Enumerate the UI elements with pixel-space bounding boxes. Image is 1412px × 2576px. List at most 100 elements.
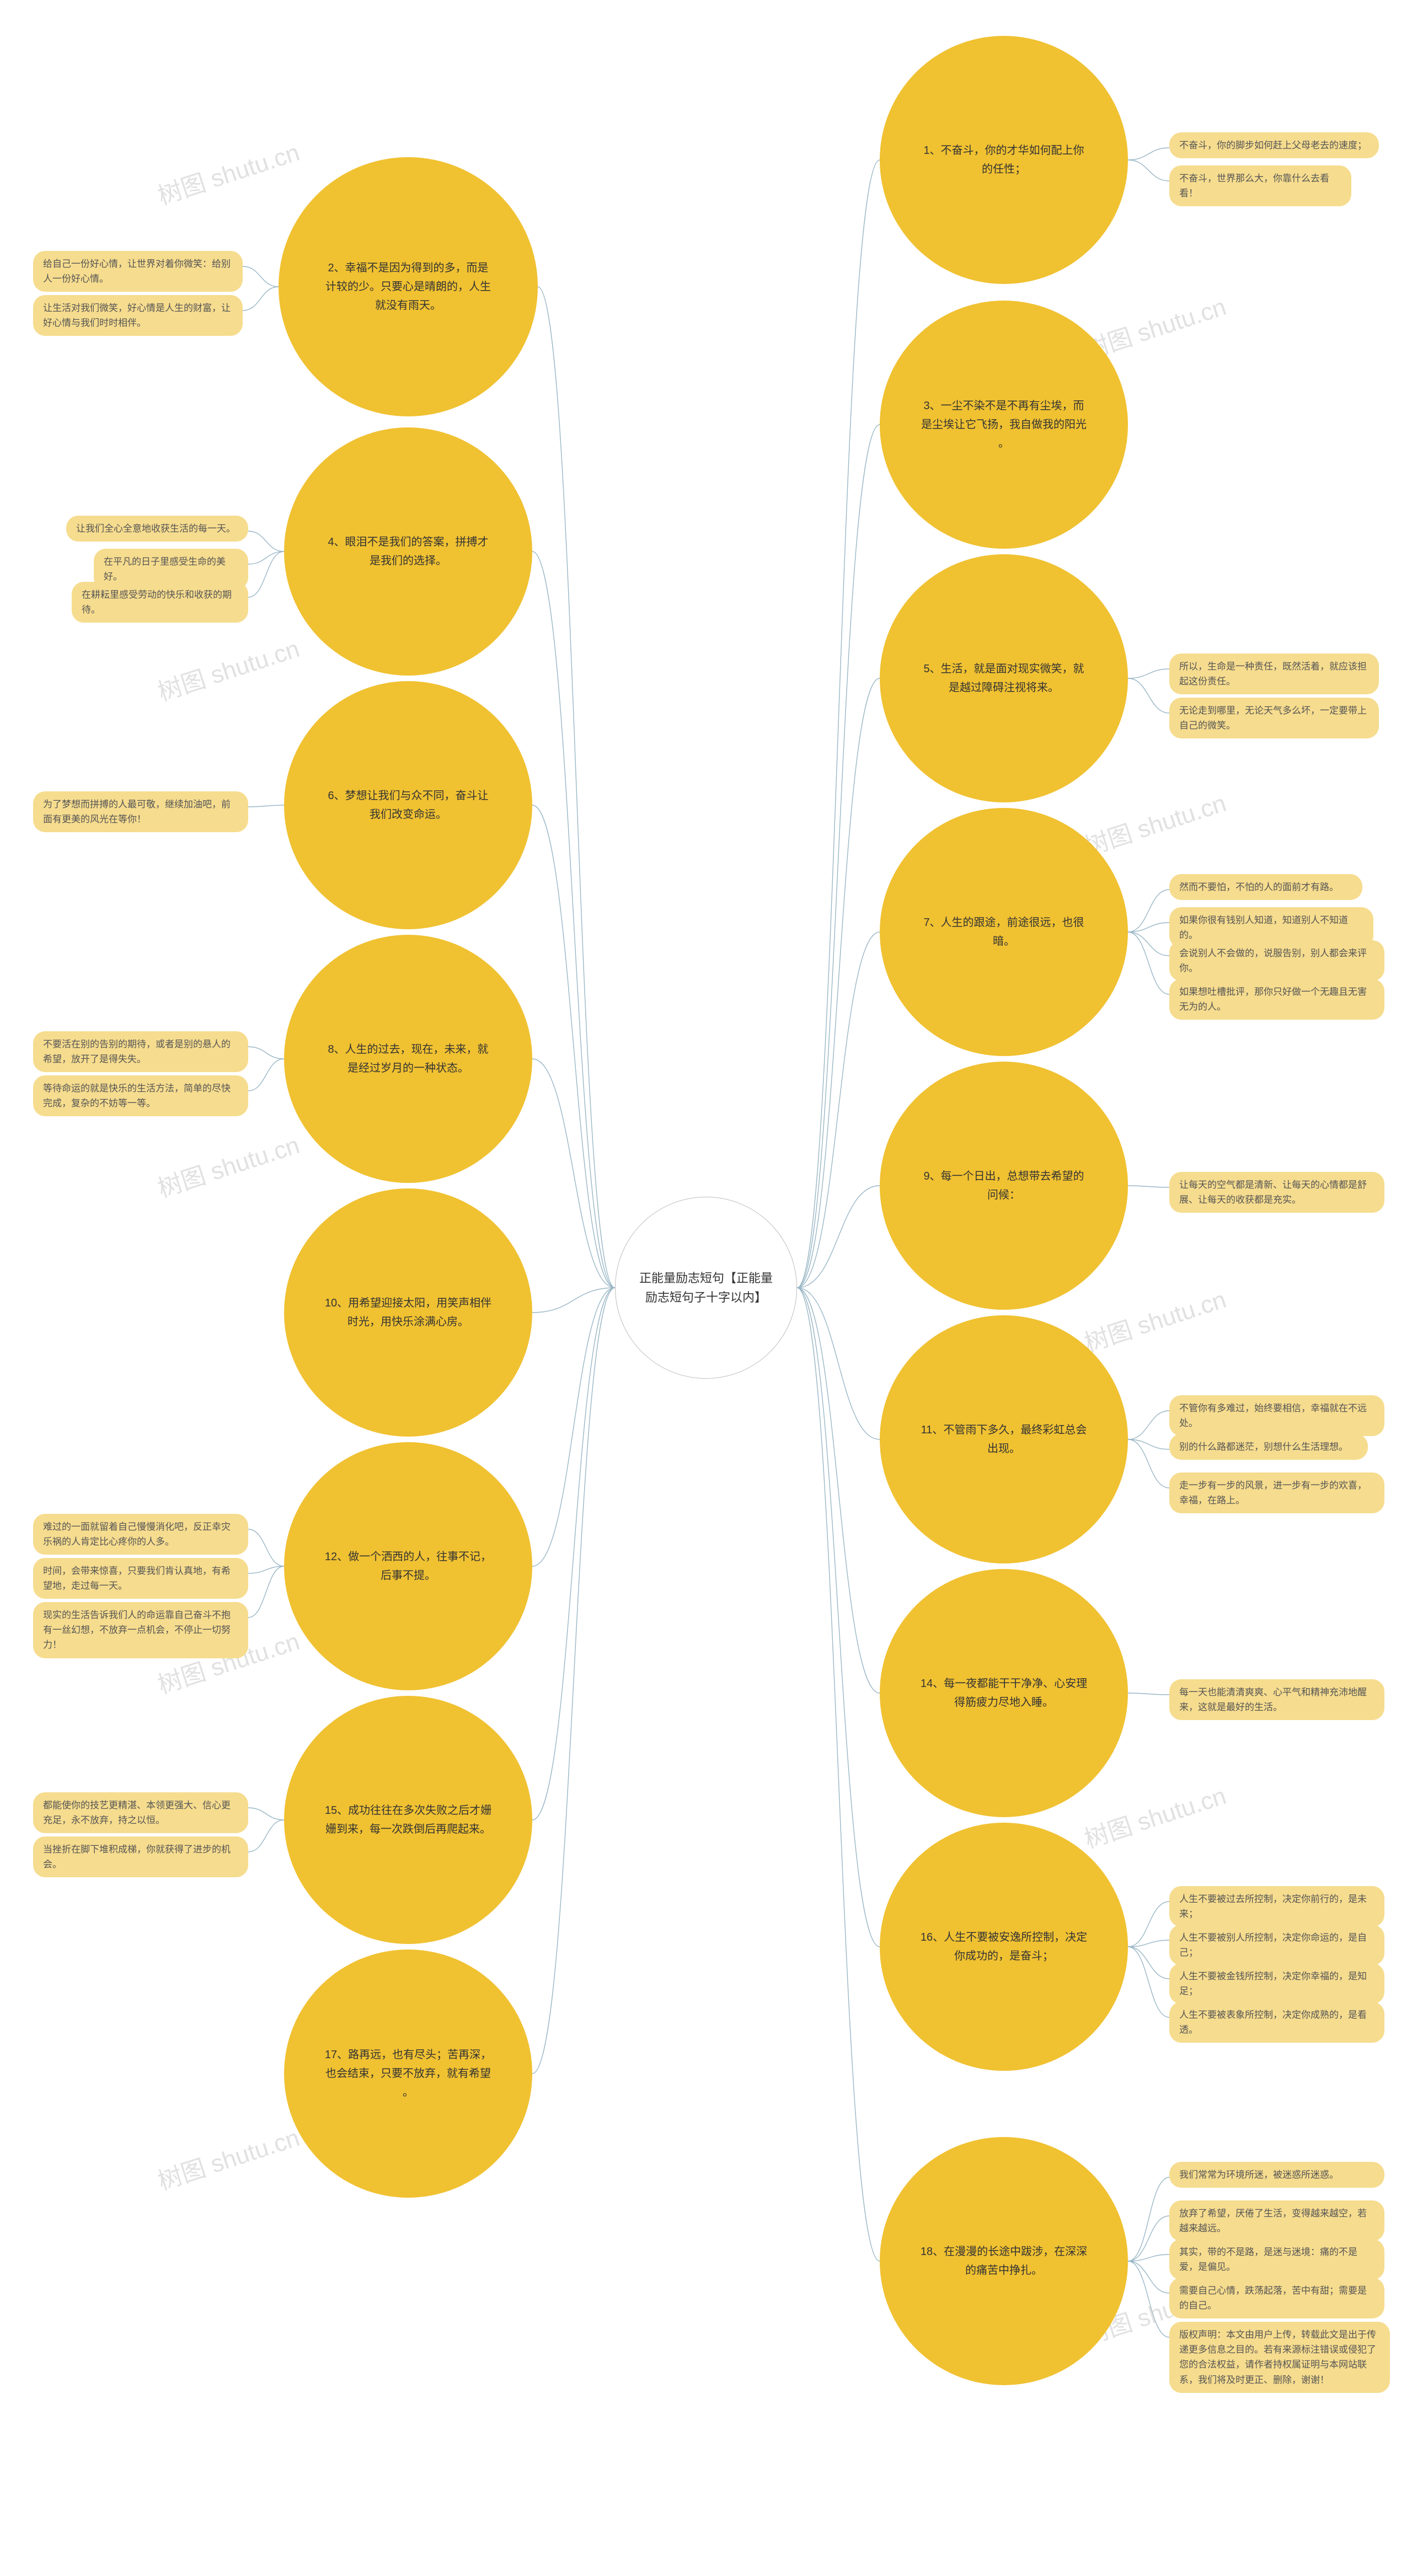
leaf-label: 不奋斗，你的脚步如何赶上父母老去的速度； [1179,138,1367,153]
leaf-node[interactable]: 其实，带的不是路，是迷与迷境：痛的不是爱，是偏见。 [1169,2239,1384,2280]
branch-node[interactable]: 16、人生不要被安逸所控制，决定你成功的，是奋斗； [880,1823,1128,2071]
leaf-node[interactable]: 时间，会带来惊喜，只要我们肯认真地，有希望地，走过每一天。 [33,1558,248,1599]
leaf-label: 每一天也能清清爽爽、心平气和精神充沛地醒来，这就是最好的生活。 [1179,1685,1374,1715]
leaf-label: 版权声明：本文由用户上传，转载此文是出于传递更多信息之目的。若有来源标注错误或侵… [1179,2327,1380,2387]
leaf-label: 人生不要被过去所控制，决定你前行的，是未来； [1179,1892,1374,1921]
branch-label: 8、人生的过去，现在，未来，就是经过岁月的一种状态。 [328,1040,488,1078]
leaf-node[interactable]: 走一步有一步的风景，进一步有一步的欢喜，幸福，在路上。 [1169,1472,1384,1513]
branch-node[interactable]: 9、每一个日出，总想带去希望的问候： [880,1062,1128,1310]
branch-node[interactable]: 11、不管雨下多久，最终彩虹总会出现。 [880,1315,1128,1563]
leaf-label: 时间，会带来惊喜，只要我们肯认真地，有希望地，走过每一天。 [43,1563,238,1593]
leaf-node[interactable]: 为了梦想而拼搏的人最可敬，继续加油吧，前面有更美的风光在等你！ [33,791,248,832]
leaf-label: 当挫折在脚下堆积成梯，你就获得了进步的机会。 [43,1842,238,1872]
leaf-node[interactable]: 别的什么路都迷茫，别想什么生活理想。 [1169,1434,1368,1460]
branch-node[interactable]: 17、路再远，也有尽头；苦再深，也会结束，只要不放弃，就有希望。 [284,1950,532,2198]
branch-label: 3、一尘不染不是不再有尘埃，而是尘埃让它飞扬，我自做我的阳光。 [921,397,1087,453]
leaf-node[interactable]: 等待命运的就是快乐的生活方法，简单的尽快完成，复杂的不妨等一等。 [33,1075,248,1116]
watermark: 树图 shutu.cn [1079,783,1230,862]
leaf-label: 让每天的空气都是清新、让每天的心情都是舒展、让每天的收获都是充实。 [1179,1177,1374,1207]
branch-label: 1、不奋斗，你的才华如何配上你的任性； [923,141,1084,179]
leaf-label: 让我们全心全意地收获生活的每一天。 [76,521,236,536]
leaf-label: 需要自己心情，跌荡起落，苦中有甜；需要是的自己。 [1179,2283,1374,2313]
branch-node[interactable]: 5、生活，就是面对现实微笑，就是越过障碍注视将来。 [880,554,1128,802]
branch-node[interactable]: 2、幸福不是因为得到的多，而是计较的少。只要心是晴朗的，人生就没有雨天。 [279,157,538,416]
leaf-label: 难过的一面就留着自己慢慢消化吧，反正幸灾乐祸的人肯定比心疼你的人多。 [43,1519,238,1549]
leaf-node[interactable]: 不管你有多难过，始终要相信，幸福就在不远处。 [1169,1395,1384,1436]
leaf-node[interactable]: 不要活在别的告别的期待，或者是别的悬人的希望，放开了是得失失。 [33,1031,248,1072]
branch-node[interactable]: 6、梦想让我们与众不同，奋斗让我们改变命运。 [284,681,532,929]
leaf-label: 然而不要怕，不怕的人的面前才有路。 [1179,880,1339,895]
leaf-node[interactable]: 每一天也能清清爽爽、心平气和精神充沛地醒来，这就是最好的生活。 [1169,1679,1384,1720]
leaf-label: 走一步有一步的风景，进一步有一步的欢喜，幸福，在路上。 [1179,1478,1374,1508]
leaf-label: 如果你很有钱别人知道，知道别人不知道的。 [1179,913,1363,942]
branch-label: 16、人生不要被安逸所控制，决定你成功的，是奋斗； [921,1928,1087,1966]
leaf-label: 不奋斗，世界那么大，你靠什么去看看！ [1179,171,1341,201]
branch-label: 2、幸福不是因为得到的多，而是计较的少。只要心是晴朗的，人生就没有雨天。 [325,259,491,315]
leaf-label: 其实，带的不是路，是迷与迷境：痛的不是爱，是偏见。 [1179,2245,1374,2274]
leaf-node[interactable]: 不奋斗，你的脚步如何赶上父母老去的速度； [1169,132,1379,158]
leaf-node[interactable]: 难过的一面就留着自己慢慢消化吧，反正幸灾乐祸的人肯定比心疼你的人多。 [33,1514,248,1555]
leaf-label: 人生不要被别人所控制，决定你命运的，是自己； [1179,1930,1374,1960]
leaf-node[interactable]: 让每天的空气都是清新、让每天的心情都是舒展、让每天的收获都是充实。 [1169,1172,1384,1213]
branch-label: 12、做一个洒西的人，往事不记，后事不提。 [325,1547,491,1585]
leaf-node[interactable]: 当挫折在脚下堆积成梯，你就获得了进步的机会。 [33,1836,248,1877]
branch-node[interactable]: 1、不奋斗，你的才华如何配上你的任性； [880,36,1128,284]
leaf-node[interactable]: 无论走到哪里，无论天气多么坏，一定要带上自己的微笑。 [1169,698,1379,738]
leaf-label: 所以，生命是一种责任，既然活着，就应该担起这份责任。 [1179,659,1369,689]
watermark: 树图 shutu.cn [153,1125,303,1204]
branch-node[interactable]: 14、每一夜都能干干净净、心安理得筋疲力尽地入睡。 [880,1569,1128,1817]
leaf-node[interactable]: 如果想吐槽批评，那你只好做一个无趣且无害无为的人。 [1169,979,1384,1020]
leaf-node[interactable]: 会说别人不会做的，说服告别，别人都会来评你。 [1169,940,1384,981]
leaf-label: 如果想吐槽批评，那你只好做一个无趣且无害无为的人。 [1179,984,1374,1014]
branch-label: 6、梦想让我们与众不同，奋斗让我们改变命运。 [328,786,488,824]
branch-label: 18、在漫漫的长途中跋涉，在深深的痛苦中挣扎。 [921,2242,1087,2280]
leaf-label: 现实的生活告诉我们人的命运靠自己奋斗不抱有一丝幻想，不放弃一点机会，不停止一切努… [43,1608,238,1653]
leaf-label: 会说别人不会做的，说服告别，别人都会来评你。 [1179,946,1374,976]
watermark: 树图 shutu.cn [153,629,303,708]
leaf-node[interactable]: 我们常常为环境所迷，被迷惑所迷惑。 [1169,2162,1384,2188]
leaf-label: 让生活对我们微笑，好心情是人生的财富，让好心情与我们时时相伴。 [43,301,233,330]
branch-node[interactable]: 3、一尘不染不是不再有尘埃，而是尘埃让它飞扬，我自做我的阳光。 [880,301,1128,549]
branch-label: 4、眼泪不是我们的答案，拼搏才是我们的选择。 [328,533,488,570]
leaf-label: 放弃了希望，厌倦了生活，变得越来越空，若越来越远。 [1179,2206,1374,2236]
branch-node[interactable]: 12、做一个洒西的人，往事不记，后事不提。 [284,1442,532,1690]
leaf-node[interactable]: 人生不要被别人所控制，决定你命运的，是自己； [1169,1925,1384,1966]
leaf-label: 不要活在别的告别的期待，或者是别的悬人的希望，放开了是得失失。 [43,1037,238,1067]
leaf-node[interactable]: 现实的生活告诉我们人的命运靠自己奋斗不抱有一丝幻想，不放弃一点机会，不停止一切努… [33,1602,248,1658]
branch-node[interactable]: 7、人生的跟途，前途很远，也很暗。 [880,808,1128,1056]
center-node[interactable]: 正能量励志短句【正能量励志短句子十字以内】 [615,1197,797,1379]
leaf-node[interactable]: 人生不要被过去所控制，决定你前行的，是未来； [1169,1886,1384,1927]
branch-label: 14、每一夜都能干干净净、心安理得筋疲力尽地入睡。 [921,1674,1087,1712]
branch-label: 9、每一个日出，总想带去希望的问候： [923,1167,1084,1204]
leaf-label: 不管你有多难过，始终要相信，幸福就在不远处。 [1179,1401,1374,1431]
branch-node[interactable]: 15、成功往往在多次失败之后才姗姗到来，每一次跌倒后再爬起来。 [284,1696,532,1944]
leaf-node[interactable]: 放弃了希望，厌倦了生活，变得越来越空，若越来越远。 [1169,2200,1384,2241]
mindmap-canvas: 树图 shutu.cn 树图 shutu.cn 树图 shutu.cn 树图 shut… [0,0,1412,2576]
leaf-label: 在耕耘里感受劳动的快乐和收获的期待。 [82,587,238,617]
branch-node[interactable]: 4、眼泪不是我们的答案，拼搏才是我们的选择。 [284,427,532,676]
leaf-label: 给自己一份好心情，让世界对着你微笑：给别人一份好心情。 [43,256,233,286]
leaf-node[interactable]: 需要自己心情，跌荡起落，苦中有甜；需要是的自己。 [1169,2278,1384,2318]
leaf-node[interactable]: 给自己一份好心情，让世界对着你微笑：给别人一份好心情。 [33,251,243,292]
watermark: 树图 shutu.cn [1079,1776,1230,1855]
leaf-node[interactable]: 让生活对我们微笑，好心情是人生的财富，让好心情与我们时时相伴。 [33,295,243,336]
leaf-node[interactable]: 人生不要被金钱所控制，决定你幸福的，是知足； [1169,1963,1384,2004]
leaf-label: 人生不要被表象所控制，决定你成熟的，是看透。 [1179,2007,1374,2037]
branch-node[interactable]: 10、用希望迎接太阳，用笑声相伴时光，用快乐涂满心房。 [284,1188,532,1437]
leaf-label: 别的什么路都迷茫，别想什么生活理想。 [1179,1439,1348,1454]
leaf-node[interactable]: 在耕耘里感受劳动的快乐和收获的期待。 [72,582,248,623]
leaf-label: 我们常常为环境所迷，被迷惑所迷惑。 [1179,2167,1339,2182]
leaf-node[interactable]: 所以，生命是一种责任，既然活着，就应该担起这份责任。 [1169,654,1379,694]
leaf-node[interactable]: 然而不要怕，不怕的人的面前才有路。 [1169,874,1362,900]
leaf-label: 等待命运的就是快乐的生活方法，简单的尽快完成，复杂的不妨等一等。 [43,1081,238,1111]
branch-node[interactable]: 8、人生的过去，现在，未来，就是经过岁月的一种状态。 [284,935,532,1183]
watermark: 树图 shutu.cn [153,2118,303,2197]
leaf-node[interactable]: 人生不要被表象所控制，决定你成熟的，是看透。 [1169,2002,1384,2043]
leaf-label: 在平凡的日子里感受生命的美好。 [104,554,238,584]
center-label: 正能量励志短句【正能量励志短句子十字以内】 [639,1268,773,1307]
branch-node[interactable]: 18、在漫漫的长途中跋涉，在深深的痛苦中挣扎。 [880,2137,1128,2385]
leaf-node[interactable]: 版权声明：本文由用户上传，转载此文是出于传递更多信息之目的。若有来源标注错误或侵… [1169,2322,1390,2393]
leaf-node[interactable]: 让我们全心全意地收获生活的每一天。 [66,516,248,542]
leaf-node[interactable]: 不奋斗，世界那么大，你靠什么去看看！ [1169,165,1351,206]
leaf-node[interactable]: 都能使你的技艺更精湛、本领更强大、信心更充足，永不放弃，持之以恒。 [33,1792,248,1833]
